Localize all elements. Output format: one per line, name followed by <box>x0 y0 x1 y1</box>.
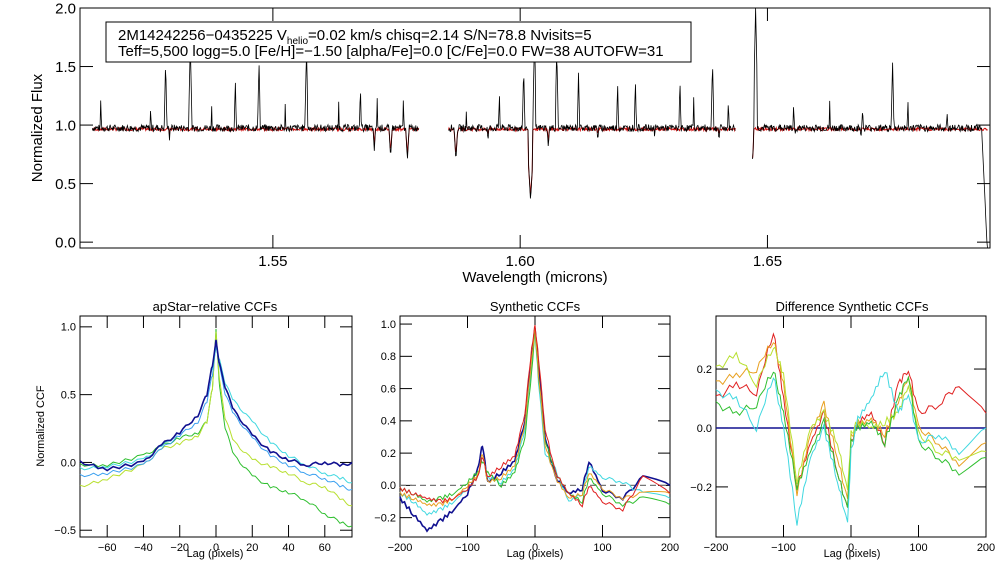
model-spectrum-line <box>752 125 988 158</box>
apstar-ccf-series-line <box>79 331 353 507</box>
synthetic-ccf-series <box>399 324 671 533</box>
synthetic-ccf-panel: Synthetic CCFs −200 −100 0 100 200 −0.2 0.0 0.2… <box>374 299 679 560</box>
difference-ccf-x-tick-label: 0 <box>848 542 854 554</box>
apstar-ccf-series <box>79 328 353 528</box>
annotation-line-1-suffix: =0.02 km/s chisq=2.14 S/N=78.8 Nvisits=5 <box>308 27 591 44</box>
difference-ccf-x-tick-label: −200 <box>704 542 729 554</box>
model-spectrum-line <box>91 125 420 153</box>
difference-ccf-title: Difference Synthetic CCFs <box>776 299 929 314</box>
synthetic-ccf-title: Synthetic CCFs <box>490 299 581 314</box>
difference-ccf-y-tick-label: 0.2 <box>697 364 712 376</box>
spectrum-x-tick-label: 1.60 <box>506 253 535 270</box>
apstar-ccf-series-line <box>79 339 353 472</box>
synthetic-ccf-y-tick-label: 0.2 <box>381 448 396 460</box>
difference-ccf-x-tick-label: 100 <box>909 542 927 554</box>
difference-ccf-series-line <box>715 342 987 499</box>
difference-ccf-axes: −200 −100 0 100 200 −0.2 0.0 0.2 <box>690 316 995 554</box>
synthetic-ccf-y-tick-label: 1.0 <box>381 319 396 331</box>
difference-ccf-series-line <box>715 372 987 526</box>
difference-ccf-series <box>715 332 987 526</box>
spectrum-frame <box>79 7 991 249</box>
spectrum-y-label: Normalized Flux <box>29 73 46 182</box>
synthetic-ccf-x-tick-label: −200 <box>388 542 413 554</box>
spectrum-y-tick-label: 2.0 <box>55 0 76 17</box>
spectrum-x-label: Wavelength (microns) <box>462 269 607 286</box>
spectrum-x-tick-label: 1.65 <box>753 253 782 270</box>
synthetic-ccf-frame <box>399 315 671 538</box>
spectrum-y-tick-label: 1.0 <box>55 117 76 134</box>
apstar-ccf-panel: apStar−relative CCFs −60 −40 −20 0 20 40 60 −0.… <box>35 299 353 560</box>
difference-ccf-x-tick-label: −100 <box>771 542 796 554</box>
spectrum-panel: 1.55 1.60 1.65 0.0 0.5 1.0 1.5 2.0 2M14242256−0… <box>29 0 991 286</box>
observed-spectrum-line <box>448 40 736 199</box>
difference-ccf-x-label: Lag (pixels) <box>824 548 881 560</box>
apstar-ccf-axes: −60 −40 −20 0 20 40 60 −0.5 0.0 0.5 1.0 <box>54 316 352 554</box>
apstar-ccf-series-line <box>79 328 353 528</box>
apstar-ccf-y-tick-label: −0.5 <box>54 525 76 537</box>
apstar-ccf-x-tick-label: −20 <box>170 542 189 554</box>
difference-ccf-y-tick-label: −0.2 <box>690 482 712 494</box>
synthetic-ccf-series-line <box>399 329 671 508</box>
synthetic-ccf-series-line <box>399 324 671 512</box>
synthetic-ccf-x-tick-label: 200 <box>661 542 679 554</box>
annotation-line-1-subscript: helio <box>287 36 309 47</box>
synthetic-ccf-x-tick-label: 100 <box>593 542 611 554</box>
spectrum-y-tick-label: 1.5 <box>55 59 76 76</box>
spectrum-chips <box>91 8 988 249</box>
synthetic-ccf-series-line <box>399 328 671 533</box>
difference-ccf-x-tick-label: 200 <box>977 542 995 554</box>
synthetic-ccf-x-label: Lag (pixels) <box>507 548 564 560</box>
spectrum-x-axis: 1.55 1.60 1.65 0.0 0.5 1.0 1.5 2.0 <box>55 0 990 270</box>
observed-spectrum-line <box>92 43 420 159</box>
observed-spectrum-line <box>752 8 988 249</box>
apstar-ccf-y-tick-label: 0.5 <box>61 389 76 401</box>
spectrum-y-tick-label: 0.5 <box>55 176 76 193</box>
apstar-ccf-x-tick-label: 40 <box>282 542 294 554</box>
synthetic-ccf-y-tick-label: 0.8 <box>381 351 396 363</box>
synthetic-ccf-y-tick-label: 0.4 <box>381 416 396 428</box>
apstar-ccf-x-tick-label: 0 <box>213 542 219 554</box>
difference-ccf-series-line <box>715 371 987 508</box>
apstar-ccf-y-tick-label: 1.0 <box>61 322 76 334</box>
annotation-line-2: Teff=5,500 logg=5.0 [Fe/H]=−1.50 [alpha/… <box>118 43 664 60</box>
apstar-ccf-x-tick-label: −60 <box>98 542 117 554</box>
apstar-ccf-x-tick-label: 60 <box>319 542 331 554</box>
difference-ccf-series-line <box>715 332 987 508</box>
synthetic-ccf-series-line <box>399 326 671 508</box>
synthetic-ccf-y-tick-label: −0.2 <box>374 512 396 524</box>
synthetic-ccf-axes: −200 −100 0 100 200 −0.2 0.0 0.2 0.4 0.6 0.8 1.0 <box>374 316 679 554</box>
synthetic-ccf-series-line <box>399 331 671 516</box>
synthetic-ccf-x-tick-label: 0 <box>532 542 538 554</box>
apstar-ccf-x-tick-label: −40 <box>134 542 153 554</box>
difference-ccf-panel: Difference Synthetic CCFs −200 −100 0 100 20… <box>690 299 995 560</box>
difference-ccf-frame <box>715 315 987 538</box>
difference-ccf-y-tick-label: 0.0 <box>697 423 712 435</box>
synthetic-ccf-y-tick-label: 0.6 <box>381 383 396 395</box>
annotation-box <box>105 21 692 63</box>
apstar-ccf-y-label: Normalized CCF <box>35 385 47 467</box>
difference-ccf-series-line <box>715 346 987 491</box>
annotation-line-1-prefix: 2M14242256−0435225 V <box>118 27 287 44</box>
model-spectrum-line <box>448 125 736 194</box>
apstar-ccf-title: apStar−relative CCFs <box>153 299 278 314</box>
synthetic-ccf-x-tick-label: −100 <box>455 542 480 554</box>
synthetic-ccf-y-tick-label: 0.0 <box>381 480 396 492</box>
apstar-ccf-x-tick-label: 20 <box>246 542 258 554</box>
spectrum-x-tick-label: 1.55 <box>258 253 287 270</box>
annotation-line-1: 2M14242256−0435225 Vhelio=0.02 km/s chis… <box>118 27 592 47</box>
apstar-ccf-x-label: Lag (pixels) <box>187 548 244 560</box>
apstar-ccf-y-tick-label: 0.0 <box>61 457 76 469</box>
spectrum-y-tick-label: 0.0 <box>55 234 76 251</box>
